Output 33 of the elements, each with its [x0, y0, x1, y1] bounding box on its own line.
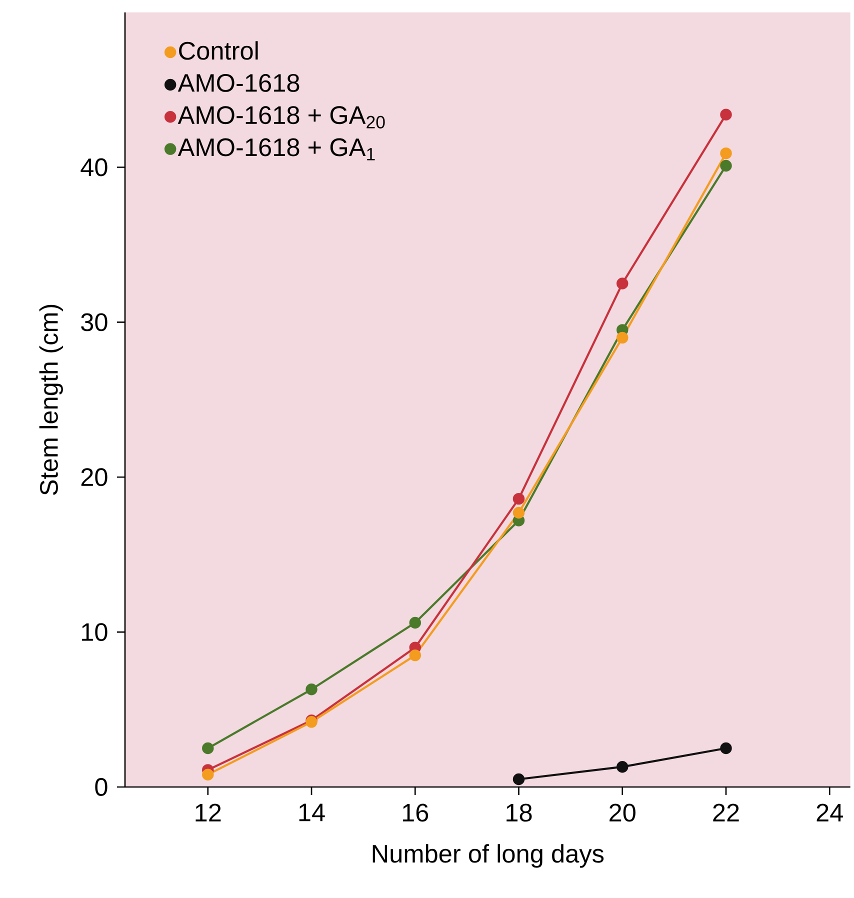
- point: [409, 649, 422, 662]
- point: [616, 332, 628, 344]
- point: [202, 768, 214, 780]
- x-tick-label: 24: [816, 804, 843, 822]
- legend-label: AMO-1618 + GA$_{1}$: [178, 138, 375, 160]
- point: [616, 760, 628, 773]
- y-tick-label: 10: [82, 623, 108, 642]
- point: [409, 616, 422, 629]
- y-tick-label: 0: [95, 778, 108, 796]
- point: [720, 108, 732, 120]
- point: [720, 147, 732, 160]
- legend-label: Control: [179, 41, 258, 60]
- x-tick-label: 20: [610, 804, 636, 822]
- point: [512, 506, 525, 519]
- y-axis-title: Stem length (cm): [39, 304, 63, 495]
- x-tick-label: 18: [506, 804, 532, 822]
- point: [512, 773, 525, 786]
- x-tick-label: 22: [713, 804, 739, 822]
- point: [720, 742, 732, 754]
- point: [720, 160, 732, 172]
- x-axis-title: Number of long days: [372, 844, 604, 868]
- y-tick-label: 30: [81, 313, 108, 332]
- y-tick-label: 40: [80, 158, 108, 176]
- legend-label: AMO-1618: [178, 74, 300, 92]
- point: [306, 684, 318, 696]
- y-tick-label: 20: [81, 468, 108, 486]
- point: [616, 278, 628, 290]
- point: [202, 742, 214, 754]
- x-tick-label: 14: [299, 804, 325, 822]
- point: [512, 492, 525, 505]
- x-tick-label: 12: [196, 804, 221, 822]
- legend-label: AMO-1618 + GA$_{20}$: [178, 106, 385, 128]
- x-tick-label: 16: [402, 804, 428, 822]
